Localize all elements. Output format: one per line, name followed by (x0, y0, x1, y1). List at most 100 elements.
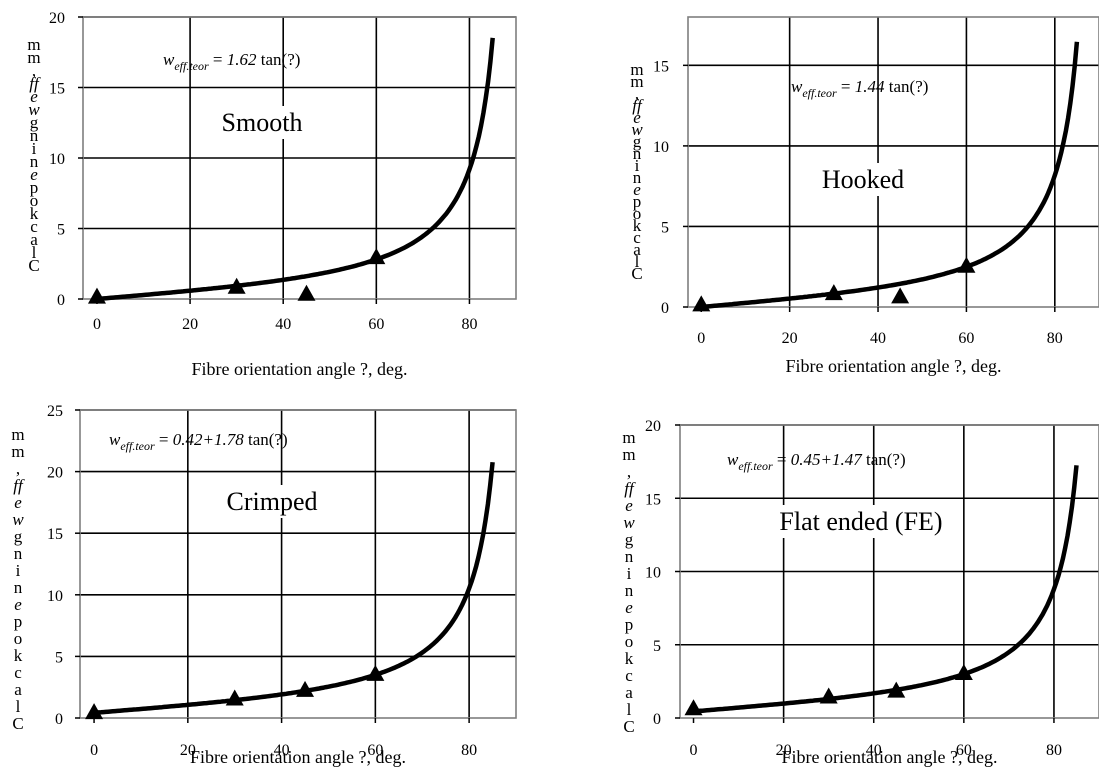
x-tick-label: 0 (690, 742, 698, 759)
x-tick-label: 60 (367, 742, 383, 759)
y-axis-label-char: m (630, 72, 643, 91)
chart-panel: 0 5 10 15 20 0 20 40 60 80 Fibre orientation angle… (27, 10, 517, 379)
y-tick-label: 0 (55, 711, 63, 728)
y-axis-label-char: m (622, 445, 635, 464)
y-axis-label-char: w (631, 120, 643, 139)
x-tick-label: 60 (958, 330, 974, 347)
x-tick-label: 80 (1046, 742, 1062, 759)
data-point-triangle (296, 680, 315, 697)
y-axis-label-char: , (16, 459, 20, 478)
x-tick-label: 80 (461, 316, 477, 333)
plot-frame (79, 409, 517, 719)
data-point-triangle (824, 284, 843, 301)
y-tick-label: 10 (645, 565, 661, 582)
y-tick-label: 15 (49, 81, 65, 98)
y-axis-label-char: , (635, 84, 639, 103)
chart-panel: 0 5 10 15 0 20 40 60 80 Fibre orientation angle ?… (630, 16, 1099, 376)
fibre-type-label: Crimped (227, 487, 318, 516)
y-axis-label-char: c (625, 666, 633, 685)
y-axis-label-char: ff (13, 476, 25, 495)
y-axis-label-char: m (11, 442, 24, 461)
y-axis-label-char: a (30, 230, 38, 249)
y-axis-label-char: m (27, 35, 40, 54)
x-tick-label: 40 (870, 330, 886, 347)
y-tick-label: 15 (47, 526, 63, 543)
x-tick-label: 40 (275, 316, 291, 333)
y-axis-label-char: g (14, 527, 23, 546)
y-tick-label: 10 (49, 151, 65, 168)
data-point-triangle (954, 664, 973, 681)
y-axis-label-char: w (28, 100, 40, 119)
data-point-triangle (692, 295, 711, 312)
x-tick-label: 20 (182, 316, 198, 333)
y-axis-label-char: e (30, 87, 38, 106)
y-tick-label: 5 (653, 638, 661, 655)
x-tick-label: 0 (90, 742, 98, 759)
y-axis-label-char: n (14, 578, 23, 597)
y-axis-label-char: m (11, 425, 24, 444)
fibre-type-label-bg (220, 485, 324, 518)
y-axis-label-char: k (633, 216, 642, 235)
y-axis-label-char: a (625, 683, 633, 702)
y-axis-label-char: o (30, 191, 39, 210)
data-point-triangle (887, 681, 906, 698)
y-axis-label-char: p (14, 612, 23, 631)
y-axis-label-char: p (625, 615, 634, 634)
y-axis-label-char: n (30, 152, 39, 171)
x-tick-label: 20 (776, 742, 792, 759)
data-point-triangle (957, 256, 976, 273)
data-point-triangle (891, 287, 910, 304)
y-tick-label: 0 (653, 711, 661, 728)
y-axis-label-char: e (625, 496, 633, 515)
x-tick-label: 60 (956, 742, 972, 759)
x-tick-label: 20 (782, 330, 798, 347)
x-tick-label: 40 (274, 742, 290, 759)
y-axis-label-char: i (627, 564, 632, 583)
y-axis-label-char: m (27, 48, 40, 67)
y-axis-label-char: n (633, 144, 642, 163)
y-tick-label: 0 (661, 300, 669, 317)
fibre-type-label-bg (215, 106, 309, 139)
y-axis-label-char: l (16, 697, 21, 716)
y-axis-label-char: p (633, 192, 642, 211)
y-tick-label: 5 (57, 222, 65, 239)
fibre-type-label: Smooth (222, 108, 303, 137)
y-tick-label: 15 (645, 491, 661, 508)
y-axis-label-char: C (631, 264, 642, 283)
y-axis-label-char: C (623, 717, 634, 736)
y-axis-label-char: e (14, 595, 22, 614)
y-axis-label-char: w (12, 510, 24, 529)
y-axis-label-char: c (633, 228, 641, 247)
data-point-triangle (367, 248, 386, 265)
y-tick-label: 20 (49, 10, 65, 27)
y-tick-label: 0 (57, 292, 65, 309)
x-tick-label: 60 (368, 316, 384, 333)
y-axis-label-char: m (630, 60, 643, 79)
y-axis-label-char: g (625, 530, 634, 549)
x-tick-label: 80 (1047, 330, 1063, 347)
y-axis-label-char: e (14, 493, 22, 512)
y-axis-label-char: o (625, 632, 634, 651)
y-axis-label-char: n (625, 581, 634, 600)
fitted-curve (93, 461, 495, 716)
x-tick-label: 20 (180, 742, 196, 759)
x-axis-label: Fibre orientation angle ?, deg. (192, 359, 408, 379)
y-axis-label-char: e (625, 598, 633, 617)
y-axis-label-char: a (14, 680, 22, 699)
x-tick-label: 0 (697, 330, 705, 347)
y-axis-label-char: e (30, 165, 38, 184)
y-axis-label-char: g (633, 132, 642, 151)
y-tick-label: 10 (653, 139, 669, 156)
y-axis-label-char: , (627, 462, 631, 481)
y-axis-label-char: n (30, 126, 39, 145)
equation-annotation: weff.teor = 0.45+1.47 tan(?) (727, 450, 906, 473)
fibre-type-label: Flat ended (FE) (779, 507, 942, 536)
y-axis-label-char: k (30, 204, 39, 223)
y-tick-label: 25 (47, 403, 63, 420)
data-point-triangle (819, 687, 838, 704)
data-point-triangle (366, 664, 385, 681)
